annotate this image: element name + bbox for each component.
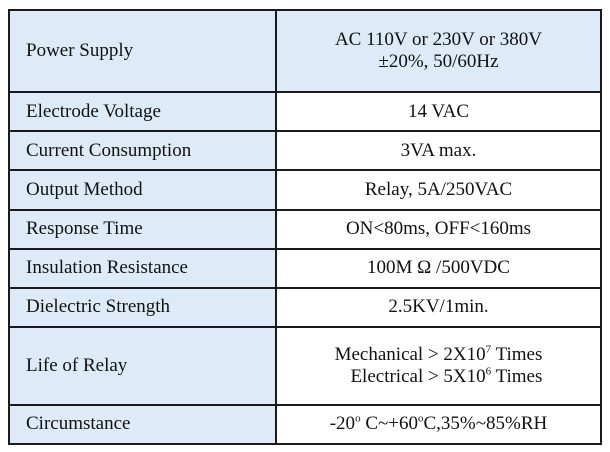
dielectric-strength-label: Dielectric Strength	[8, 286, 277, 328]
electrical-suffix: Times	[491, 365, 543, 387]
table-row-dielectric-strength: Dielectric Strength 2.5KV/1min.	[8, 286, 602, 328]
table-row-electrode-voltage: Electrode Voltage 14 VAC	[8, 91, 602, 133]
mechanical-prefix: Mechanical > 2X10	[334, 343, 486, 365]
electrode-voltage-value: 14 VAC	[275, 91, 602, 133]
table-row-power-supply: Power Supply AC 110V or 230V or 380V ±20…	[8, 8, 602, 94]
current-consumption-label: Current Consumption	[8, 130, 277, 172]
table-row-life-of-relay: Life of Relay Mechanical > 2X107 Times E…	[8, 325, 602, 406]
power-supply-label: Power Supply	[8, 8, 277, 94]
table-row-response-time: Response Time ON<80ms, OFF<160ms	[8, 208, 602, 250]
mechanical-exponent: 7	[485, 343, 492, 356]
relay-electrical-life: Electrical > 5X106 Times	[335, 365, 543, 388]
power-supply-value: AC 110V or 230V or 380V ±20%, 50/60Hz	[275, 8, 602, 94]
table-row-current-consumption: Current Consumption 3VA max.	[8, 130, 602, 172]
output-method-value: Relay, 5A/250VAC	[275, 169, 602, 211]
specifications-table: Power Supply AC 110V or 230V or 380V ±20…	[8, 8, 602, 446]
mechanical-suffix: Times	[491, 343, 543, 365]
response-time-label: Response Time	[8, 208, 277, 250]
insulation-resistance-value: 100M Ω /500VDC	[275, 247, 602, 289]
response-time-value: ON<80ms, OFF<160ms	[275, 208, 602, 250]
plus-minus-sign: ±	[378, 51, 389, 73]
degree-sign: o	[355, 413, 361, 426]
insulation-resistance-label: Insulation Resistance	[8, 247, 277, 289]
temp-min: -20	[329, 413, 356, 435]
table-row-circumstance: Circumstance -20o C~+60oC,35%~85%RH	[8, 403, 602, 446]
electrical-exponent: 6	[485, 365, 492, 378]
power-supply-tolerance: ±20%, 50/60Hz	[277, 51, 600, 73]
dielectric-strength-value: 2.5KV/1min.	[275, 286, 602, 328]
table-row-insulation-resistance: Insulation Resistance 100M Ω /500VDC	[8, 247, 602, 289]
life-of-relay-value: Mechanical > 2X107 Times Electrical > 5X…	[275, 325, 602, 406]
electrical-prefix: Electrical > 5X10	[350, 365, 486, 387]
humidity-range: C,35%~85%RH	[423, 413, 548, 435]
relay-life-lines: Mechanical > 2X107 Times Electrical > 5X…	[335, 344, 543, 388]
power-supply-frequency: 20%, 50/60Hz	[388, 51, 499, 73]
table-row-output-method: Output Method Relay, 5A/250VAC	[8, 169, 602, 211]
temp-max: C~+60	[360, 413, 418, 435]
relay-mechanical-life: Mechanical > 2X107 Times	[335, 344, 543, 366]
life-of-relay-label: Life of Relay	[8, 325, 277, 406]
circumstance-label: Circumstance	[8, 403, 277, 446]
degree-sign: o	[417, 413, 424, 426]
current-consumption-value: 3VA max.	[275, 130, 602, 172]
power-supply-voltage: AC 110V or 230V or 380V	[334, 29, 543, 51]
output-method-label: Output Method	[8, 169, 277, 211]
electrode-voltage-label: Electrode Voltage	[8, 91, 277, 133]
circumstance-value: -20o C~+60oC,35%~85%RH	[275, 403, 602, 446]
